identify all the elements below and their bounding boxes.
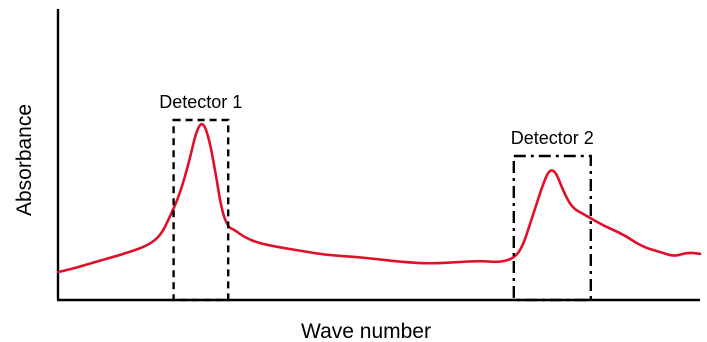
detector-2-box [512, 154, 592, 302]
detector-1-box [172, 118, 230, 302]
y-axis-label: Absorbance [13, 104, 36, 216]
detector-2-label: Detector 2 [511, 128, 594, 148]
x-axis-label: Wave number [301, 320, 431, 342]
spectrum-line [56, 122, 702, 274]
detector-1-label: Detector 1 [159, 92, 242, 112]
